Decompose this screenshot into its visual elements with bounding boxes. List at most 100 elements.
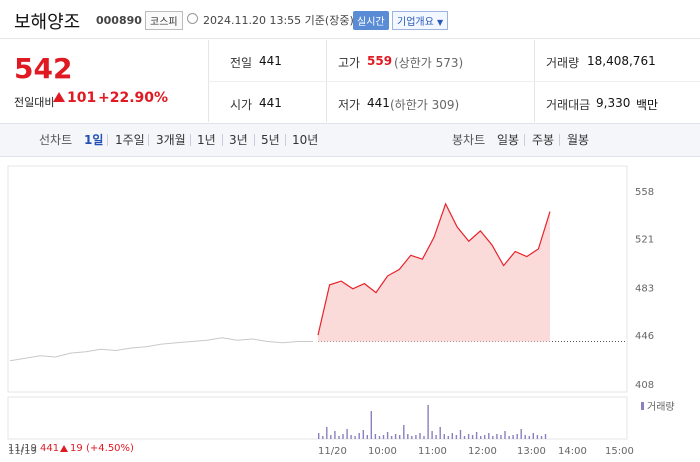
volume-bar bbox=[500, 435, 502, 439]
volume-bar bbox=[322, 436, 324, 439]
amount-value: 9,330 bbox=[596, 96, 631, 110]
plot-frame bbox=[7, 165, 628, 393]
x-tick-label: 12:00 bbox=[468, 446, 497, 457]
volume-bar bbox=[484, 435, 486, 439]
tab-weekly[interactable]: 주봉 bbox=[532, 133, 555, 147]
stock-name: 보해양조 bbox=[14, 12, 81, 33]
volume-bar bbox=[350, 435, 352, 439]
x-tick-label: 14:00 bbox=[558, 446, 587, 457]
x-tick-label: 13:00 bbox=[517, 446, 546, 457]
volume-bar bbox=[330, 435, 332, 439]
company-overview-button[interactable]: 기업개요 ▼ bbox=[392, 11, 449, 30]
divider bbox=[107, 134, 108, 146]
volume-bar bbox=[488, 433, 490, 439]
change-percent: +22.90% bbox=[98, 90, 169, 106]
open-label: 시가 bbox=[230, 98, 253, 112]
series-today-area bbox=[318, 203, 550, 342]
volume-bar bbox=[439, 427, 441, 439]
volume-bar bbox=[374, 434, 377, 439]
change-label: 전일대비 bbox=[14, 96, 55, 109]
change-value: 101 bbox=[67, 90, 97, 106]
volume-bar bbox=[471, 435, 474, 439]
volume-bar bbox=[390, 436, 393, 439]
tab-monthly[interactable]: 월봉 bbox=[567, 133, 590, 147]
tab-3y[interactable]: 3년 bbox=[229, 133, 248, 147]
chevron-down-icon: ▼ bbox=[437, 18, 444, 27]
volume-bar bbox=[431, 431, 433, 439]
tab-3m[interactable]: 3개월 bbox=[156, 133, 186, 147]
volume-bar bbox=[427, 405, 429, 439]
company-overview-label: 기업개요 bbox=[397, 17, 434, 28]
divider bbox=[208, 81, 700, 82]
volume-bar bbox=[423, 436, 425, 439]
volume-bar bbox=[496, 434, 498, 439]
tab-10y[interactable]: 10년 bbox=[292, 133, 319, 147]
upper-limit: (상한가 573) bbox=[394, 56, 464, 70]
volume-bar bbox=[451, 433, 453, 439]
volume-bar bbox=[386, 432, 389, 439]
volume-bar bbox=[394, 434, 397, 439]
tab-5y[interactable]: 5년 bbox=[261, 133, 280, 147]
x-axis: 11/19 11/20 10:00 11:00 12:00 13:00 14:00 15:00 bbox=[8, 446, 634, 457]
volume-bar bbox=[443, 434, 445, 439]
current-price: 542 bbox=[14, 52, 73, 85]
volume-bar bbox=[362, 430, 364, 439]
volume-bar bbox=[342, 434, 344, 439]
volume-bar bbox=[354, 436, 356, 439]
volume-bar bbox=[447, 436, 449, 439]
volume-bar bbox=[411, 436, 413, 439]
volume-bar bbox=[540, 436, 543, 439]
divider bbox=[222, 134, 223, 146]
timestamp: 2024.11.20 13:55 기준(장중) bbox=[203, 14, 354, 27]
header-bar bbox=[0, 0, 700, 39]
high-label: 고가 bbox=[338, 56, 361, 70]
volume-bar bbox=[544, 434, 547, 439]
volume-bar bbox=[467, 434, 470, 439]
low-label: 저가 bbox=[338, 98, 361, 112]
low-value: 441 bbox=[367, 96, 390, 110]
volume-bars bbox=[318, 405, 547, 439]
tab-1y[interactable]: 1년 bbox=[197, 133, 216, 147]
volume-bar bbox=[415, 435, 417, 439]
tab-daily[interactable]: 일봉 bbox=[497, 133, 520, 147]
y-tick-label: 483 bbox=[635, 284, 654, 295]
volume-bar bbox=[419, 433, 421, 439]
up-triangle-icon bbox=[60, 445, 68, 452]
tab-1w[interactable]: 1주일 bbox=[115, 133, 145, 147]
chart-toolbar bbox=[0, 123, 700, 157]
series-prev-day-line bbox=[9, 337, 313, 362]
tab-1d[interactable]: 1일 bbox=[84, 133, 104, 147]
y-tick-label: 521 bbox=[635, 235, 654, 246]
volume-bar bbox=[532, 433, 534, 439]
volume-legend-swatch bbox=[641, 402, 644, 410]
price-chart: 558 521 483 446 408 11/19 11/20 10:00 11:00 12:0… bbox=[7, 165, 675, 457]
volume-bar bbox=[318, 433, 320, 439]
volume-bar bbox=[382, 435, 385, 439]
volume-bar bbox=[459, 430, 462, 439]
volume-bar bbox=[463, 436, 466, 439]
volume-bar bbox=[407, 434, 409, 439]
divider bbox=[524, 134, 525, 146]
volume-bar bbox=[378, 436, 381, 439]
divider bbox=[285, 134, 286, 146]
x-tick-label: 11/20 bbox=[318, 446, 347, 457]
volume-bar bbox=[455, 435, 458, 439]
volume-bar bbox=[403, 425, 405, 439]
prev-close-value: 441 bbox=[259, 54, 282, 68]
volume-bar bbox=[480, 436, 482, 439]
x-tick-label: 15:00 bbox=[605, 446, 634, 457]
amount-unit: 백만 bbox=[636, 98, 659, 112]
y-tick-label: 408 bbox=[635, 380, 654, 391]
volume-bar bbox=[504, 431, 506, 439]
clock-icon bbox=[187, 13, 198, 24]
up-triangle-icon bbox=[53, 92, 65, 102]
series-today-line bbox=[317, 202, 551, 336]
x-tick-label: 10:00 bbox=[368, 446, 397, 457]
volume-bar bbox=[338, 436, 340, 439]
divider bbox=[559, 134, 560, 146]
prev-day-date: 11/19 bbox=[8, 443, 37, 454]
realtime-button[interactable]: 실시간 bbox=[353, 11, 389, 30]
divider bbox=[190, 134, 191, 146]
volume-label: 거래량 bbox=[546, 56, 580, 70]
divider bbox=[254, 134, 255, 146]
